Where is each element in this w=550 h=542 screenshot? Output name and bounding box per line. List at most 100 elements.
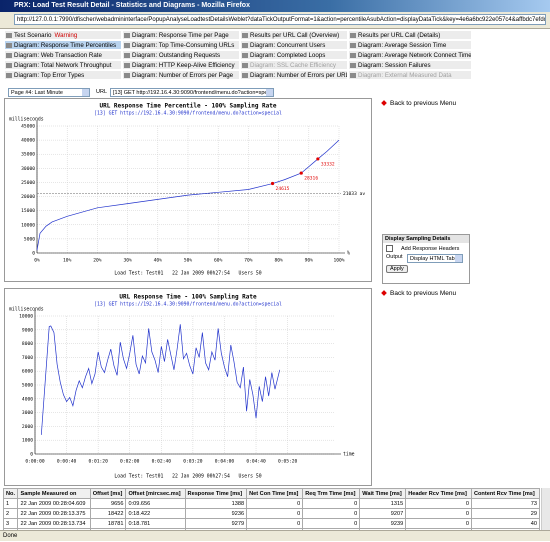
menu-item[interactable]: Diagram: Web Transaction Rate (4, 50, 122, 60)
menu-item[interactable]: Test Scenario Warning (4, 30, 122, 40)
annotation-marker (270, 181, 275, 186)
data-line (36, 139, 340, 251)
menu-label[interactable]: Diagram: Completed Loops (250, 52, 326, 59)
y-tick-label: 10000 (19, 314, 33, 320)
menu-item[interactable]: Results per URL Call (Overview) (240, 30, 348, 40)
x-axis-label: time (343, 452, 355, 458)
x-tick-label: 0:05:20 (278, 459, 298, 465)
menu-item[interactable]: Diagram: Completed Loops (240, 50, 348, 60)
menu-icon (124, 43, 130, 48)
menu-item[interactable]: Diagram: Average Session Time (348, 40, 472, 50)
annotation-label: 33332 (321, 161, 335, 167)
y-tick-label: 0 (30, 452, 33, 458)
menu-icon (350, 33, 356, 38)
back-link[interactable]: Back to previous Menu (381, 100, 457, 107)
table-cell: 22 Jan 2009 00:28:13.375 (17, 508, 91, 519)
x-tick-label: 0:04:00 (215, 459, 235, 465)
page-select[interactable]: Page #4: Last Minute (8, 88, 90, 97)
menu-item[interactable]: Diagram: External Measured Data (348, 70, 472, 80)
menu-label[interactable]: Diagram: Session Failures (358, 62, 431, 69)
menu-item[interactable]: Diagram: Response Time Percentiles (4, 40, 122, 50)
menu-item[interactable]: Diagram: Top Time-Consuming URLs (122, 40, 240, 50)
menu-item[interactable]: Diagram: HTTP Keep-Alive Efficiency (122, 60, 240, 70)
table-cell: 1388 (184, 498, 248, 509)
y-tick-label: 3000 (22, 410, 33, 416)
checkbox[interactable] (386, 245, 393, 252)
menu-icon (350, 73, 356, 78)
table-cell: 0 (302, 498, 361, 509)
apply-button[interactable]: Apply (386, 265, 408, 273)
menu-item[interactable]: Diagram: Top Error Types (4, 70, 122, 80)
table-cell: 2 (2, 508, 19, 519)
menu-label[interactable]: Test Scenario (14, 32, 52, 39)
table-row: 2 22 Jan 2009 00:28:13.375 18422 0:18.422 92… (2, 508, 541, 519)
menu-icon (242, 63, 248, 68)
menu-label[interactable]: Diagram: Top Time-Consuming URLs (132, 42, 235, 49)
menu-icon (350, 43, 356, 48)
table-cell: 0 (246, 518, 304, 529)
table-cell: 9656 (89, 498, 127, 509)
menu-label[interactable]: Results per URL Call (Overview) (250, 32, 340, 39)
menu-icon (6, 43, 12, 48)
back-link-text[interactable]: Back to previous Menu (390, 100, 457, 107)
menu-icon (242, 53, 248, 58)
x-tick-label: 0:02:40 (152, 459, 172, 465)
menu-label[interactable]: Diagram: Average Network Connect Time (358, 52, 472, 59)
menu-label[interactable]: Diagram: SSL Cache Efficiency (250, 62, 336, 69)
menu-icon (6, 73, 12, 78)
menu-label[interactable]: Results per URL Call (Details) (358, 32, 441, 39)
url-input[interactable]: http://127.0.0.1:7990/dfischer/webadmini… (14, 14, 546, 25)
menu-item[interactable]: Diagram: Average Network Connect Time (348, 50, 472, 60)
table-cell: 0:18.422 (125, 508, 186, 519)
menu-label[interactable]: Diagram: Web Transaction Rate (14, 52, 102, 59)
annotation-marker (299, 171, 303, 175)
menu-item[interactable]: Diagram: Number of Errors per Page (122, 70, 240, 80)
menu-label[interactable]: Diagram: Outstanding Requests (132, 52, 221, 59)
menu-item[interactable]: Diagram: Total Network Throughput (4, 60, 122, 70)
menu-label[interactable]: Diagram: Average Session Time (358, 42, 447, 49)
menu-label[interactable]: Diagram: HTTP Keep-Alive Efficiency (132, 62, 235, 69)
column-header: No. (2, 488, 19, 499)
menu-label[interactable]: Diagram: Number of Errors per URL (250, 72, 348, 79)
menu-item[interactable]: Diagram: Response Time per Page (122, 30, 240, 40)
y-tick-label: 25000 (21, 180, 35, 186)
menu-icon (124, 73, 130, 78)
x-tick-label: 80% (274, 258, 283, 264)
menu-label[interactable]: Diagram: Response Time per Page (132, 32, 229, 39)
table-cell: 9207 (359, 508, 407, 519)
menu-badge: Warning (54, 32, 78, 39)
menu-item[interactable]: Diagram: Session Failures (348, 60, 472, 70)
menu-item[interactable]: Diagram: Outstanding Requests (122, 50, 240, 60)
table-cell: 0 (302, 508, 361, 519)
table-cell: 1315 (359, 498, 407, 509)
menu-label[interactable]: Diagram: Total Network Throughput (14, 62, 112, 69)
menu-label[interactable]: Diagram: Number of Errors per Page (132, 72, 234, 79)
menu-item[interactable]: Diagram: Concurrent Users (240, 40, 348, 50)
y-tick-label: 2000 (22, 424, 33, 430)
url-select[interactable]: [13] GET http://192.16.4.30:9090/fronten… (110, 88, 274, 97)
menu-label[interactable]: Diagram: External Measured Data (358, 72, 452, 79)
menu-item[interactable]: Results per URL Call (Details) (348, 30, 472, 40)
y-tick-label: 5000 (24, 236, 35, 242)
menu-icon (242, 43, 248, 48)
chart-footer: Load Test: Test01 22 Jan 2009 00h27:54 U… (114, 474, 261, 480)
y-tick-label: 1000 (22, 438, 33, 444)
back-link[interactable]: Back to previous Menu (381, 290, 457, 297)
chart-frame: 0 1000 2000 3000 4000 5000 6000 7000 8000 9000 100… (4, 288, 372, 486)
plot-area (37, 126, 339, 253)
column-header: Net Con Time [ms] (246, 488, 304, 499)
sampling-title: Display Sampling Details (383, 235, 469, 243)
menu-label[interactable]: Diagram: Top Error Types (14, 72, 85, 79)
x-tick-label: 30% (123, 258, 132, 264)
back-link-text[interactable]: Back to previous Menu (390, 290, 457, 297)
x-axis-label: % (347, 251, 350, 257)
scrollbar[interactable] (541, 488, 550, 530)
menu-label[interactable]: Diagram: Concurrent Users (250, 42, 326, 49)
chart-footer: Load Test: Test01 22 Jan 2009 00h27:54 U… (114, 271, 261, 277)
column-header: Offset [ms] (89, 488, 127, 499)
menu-item[interactable]: Diagram: Number of Errors per URL (240, 70, 348, 80)
output-select[interactable]: Display HTML Table (407, 254, 463, 263)
chart-title: URL Response Time - 100% Sampling Rate (119, 294, 257, 301)
menu-label[interactable]: Diagram: Response Time Percentiles (14, 42, 117, 49)
menu-item[interactable]: Diagram: SSL Cache Efficiency (240, 60, 348, 70)
